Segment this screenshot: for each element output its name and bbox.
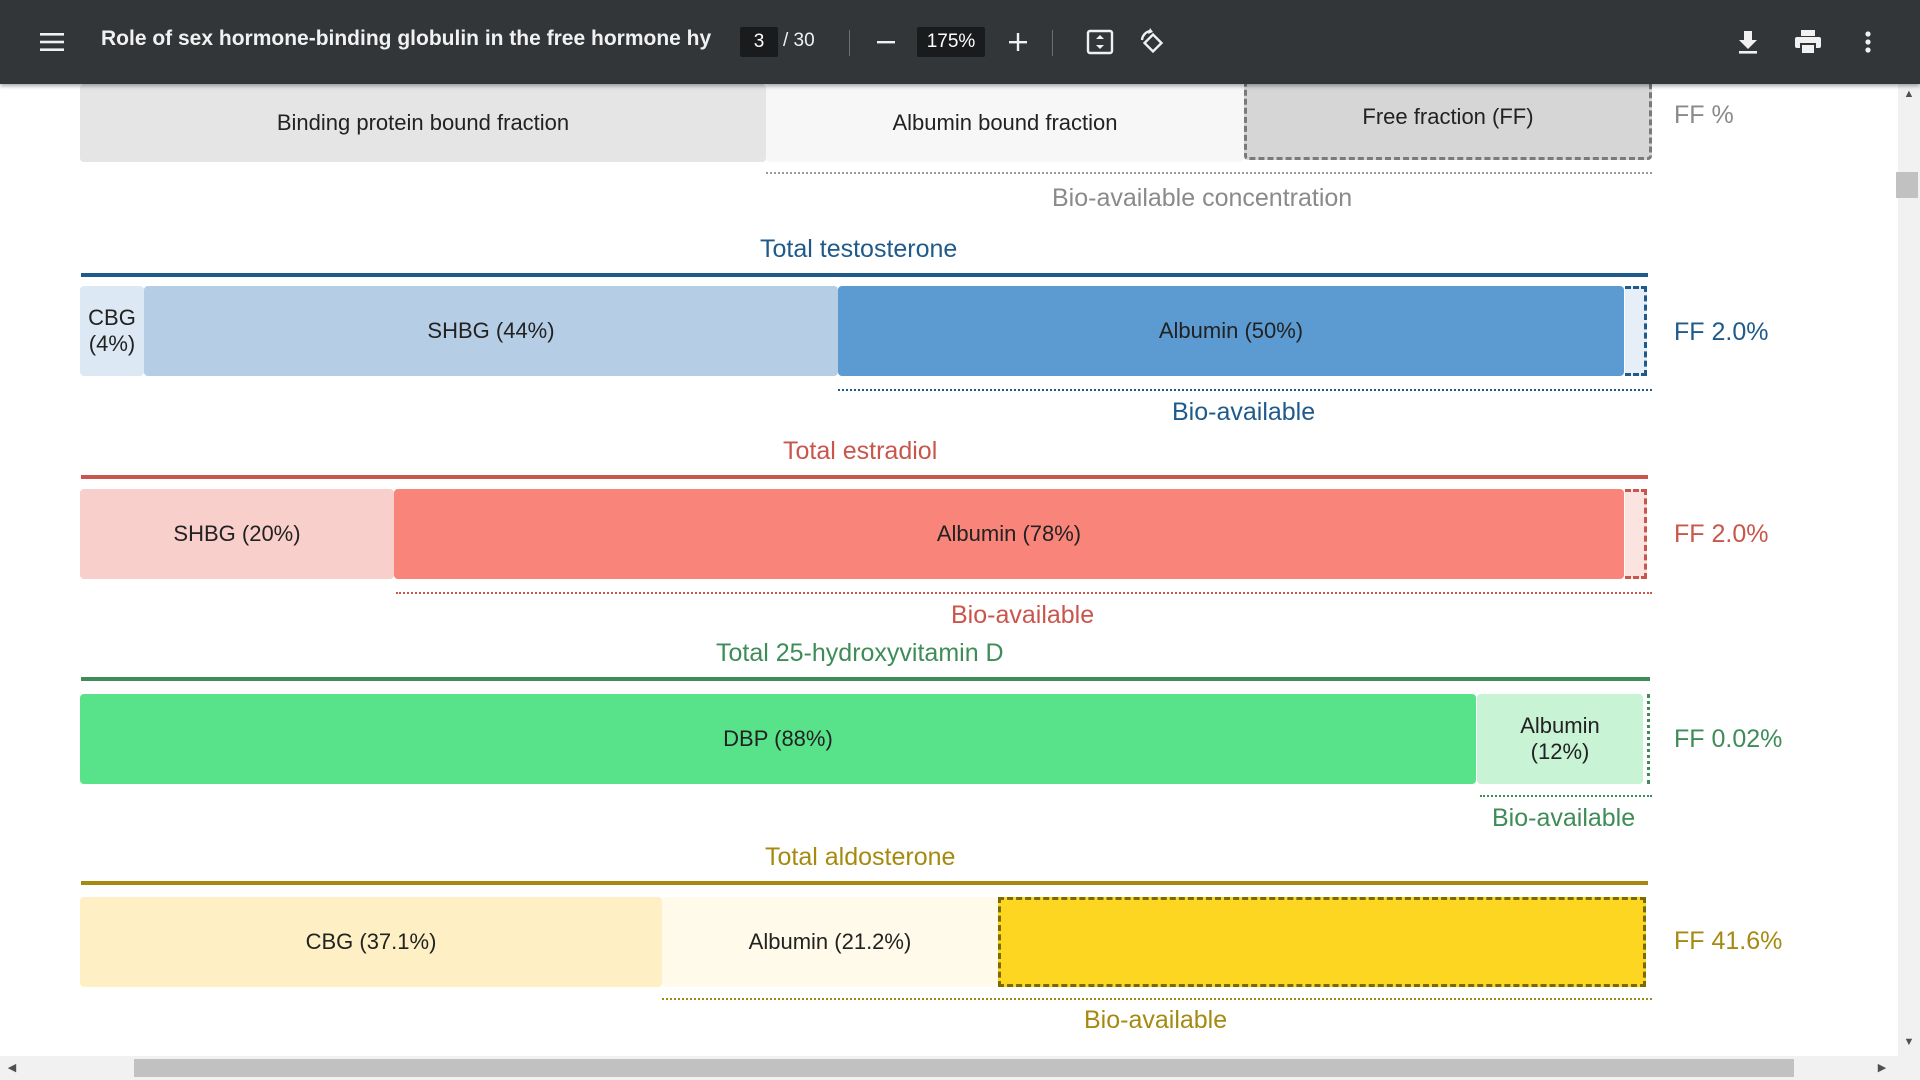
legend-free-fraction-label: Free fraction (FF) xyxy=(1362,104,1534,130)
estradiol-free-segment xyxy=(1625,489,1647,579)
testosterone-bio-label: Bio-available xyxy=(1172,398,1316,426)
zoom-in-button[interactable] xyxy=(998,22,1038,62)
estradiol-bio-label: Bio-available xyxy=(951,601,1095,629)
estradiol-ff-value: FF 2.0% xyxy=(1674,520,1769,548)
testosterone-title: Total testosterone xyxy=(760,235,958,263)
vitamin-d-ff-value: FF 0.02% xyxy=(1674,725,1783,753)
estradiol-shbg-segment: SHBG (20%) xyxy=(80,489,394,579)
testosterone-ff-value: FF 2.0% xyxy=(1674,318,1769,346)
fit-to-page-button[interactable] xyxy=(1078,20,1122,64)
legend-binding-protein-box: Binding protein bound fraction xyxy=(80,84,766,162)
menu-icon xyxy=(40,33,64,51)
estradiol-shbg-label: SHBG (20%) xyxy=(173,520,301,546)
aldosterone-bio-label: Bio-available xyxy=(1084,1006,1228,1034)
pdf-toolbar: Role of sex hormone-binding globulin in … xyxy=(0,0,1920,84)
aldosterone-cbg-label: CBG (37.1%) xyxy=(305,928,437,954)
zoom-out-button[interactable] xyxy=(866,22,906,62)
document-title: Role of sex hormone-binding globulin in … xyxy=(101,27,711,50)
testosterone-shbg-segment: SHBG (44%) xyxy=(144,286,838,376)
menu-button[interactable] xyxy=(32,22,72,62)
testosterone-albumin-segment: Albumin (50%) xyxy=(838,286,1624,376)
testosterone-bio-line xyxy=(838,389,1652,391)
legend-albumin-label: Albumin bound fraction xyxy=(892,109,1118,135)
estradiol-bio-line xyxy=(396,592,1652,594)
testosterone-shbg-label: SHBG (44%) xyxy=(427,317,555,343)
vitamin-d-dbp-segment: DBP (88%) xyxy=(80,694,1476,784)
scroll-left-arrow-icon[interactable]: ◀ xyxy=(7,1062,17,1074)
plus-icon xyxy=(1009,33,1027,51)
vitamin-d-albumin-label: Albumin (12%) xyxy=(1520,712,1600,764)
legend-free-fraction-box: Free fraction (FF) xyxy=(1244,84,1652,160)
estradiol-albumin-label: Albumin (78%) xyxy=(936,520,1082,546)
legend-binding-protein-label: Binding protein bound fraction xyxy=(276,109,570,135)
vertical-scroll-thumb[interactable] xyxy=(1896,172,1918,198)
page-number-input[interactable]: 3 xyxy=(740,27,778,57)
toolbar-divider xyxy=(1052,30,1053,56)
print-icon xyxy=(1795,30,1821,55)
bioavailable-conc-line xyxy=(766,172,1652,174)
rotate-icon xyxy=(1140,28,1164,54)
estradiol-title: Total estradiol xyxy=(783,437,938,465)
minus-icon xyxy=(877,41,895,44)
estradiol-albumin-segment: Albumin (78%) xyxy=(394,489,1624,579)
estradiol-total-line xyxy=(81,475,1648,479)
scroll-up-arrow-icon[interactable]: ▲ xyxy=(1903,88,1915,100)
fit-page-icon xyxy=(1086,29,1114,55)
aldosterone-title: Total aldosterone xyxy=(765,843,956,871)
toolbar-divider xyxy=(849,30,850,56)
vitamin-d-bio-label: Bio-available xyxy=(1492,804,1636,832)
aldosterone-free-segment xyxy=(998,897,1646,987)
testosterone-cbg-segment: CBG (4%) xyxy=(80,286,144,376)
vitamin-d-albumin-segment: Albumin (12%) xyxy=(1477,694,1643,784)
aldosterone-albumin-label: Albumin (21.2%) xyxy=(748,928,912,954)
zoom-level-input[interactable]: 175% xyxy=(917,27,985,57)
pdf-page-view: Binding protein bound fraction Albumin b… xyxy=(0,84,1898,1056)
horizontal-scroll-thumb[interactable] xyxy=(134,1059,1794,1077)
aldosterone-cbg-segment: CBG (37.1%) xyxy=(80,897,662,987)
vitamin-d-title: Total 25-hydroxyvitamin D xyxy=(716,639,1004,667)
testosterone-albumin-label: Albumin (50%) xyxy=(1158,317,1304,343)
testosterone-cbg-label: CBG (4%) xyxy=(88,304,136,356)
aldosterone-ff-value: FF 41.6% xyxy=(1674,927,1783,955)
aldosterone-albumin-segment: Albumin (21.2%) xyxy=(662,897,998,987)
scroll-right-arrow-icon[interactable]: ▶ xyxy=(1877,1062,1887,1074)
testosterone-free-segment xyxy=(1625,286,1647,376)
bioavailable-conc-label: Bio-available concentration xyxy=(1052,184,1353,212)
scroll-down-arrow-icon[interactable]: ▼ xyxy=(1903,1036,1915,1048)
aldosterone-total-line xyxy=(81,881,1648,885)
page-total: / 30 xyxy=(783,30,815,51)
download-button[interactable] xyxy=(1726,20,1770,64)
vitamin-d-free-segment xyxy=(1644,694,1650,784)
more-vert-icon xyxy=(1865,31,1871,53)
vertical-scrollbar[interactable] xyxy=(1898,84,1920,1056)
legend-ff-label: FF % xyxy=(1674,101,1734,129)
vitamin-d-bio-line xyxy=(1480,795,1652,797)
vitamin-d-dbp-label: DBP (88%) xyxy=(723,725,833,751)
testosterone-total-line xyxy=(81,273,1648,277)
legend-albumin-box: Albumin bound fraction xyxy=(766,84,1244,162)
aldosterone-bio-line xyxy=(662,998,1652,1000)
vitamin-d-total-line xyxy=(81,677,1650,681)
print-button[interactable] xyxy=(1786,20,1830,64)
download-icon xyxy=(1739,31,1757,54)
more-options-button[interactable] xyxy=(1848,20,1888,64)
rotate-button[interactable] xyxy=(1130,20,1174,64)
